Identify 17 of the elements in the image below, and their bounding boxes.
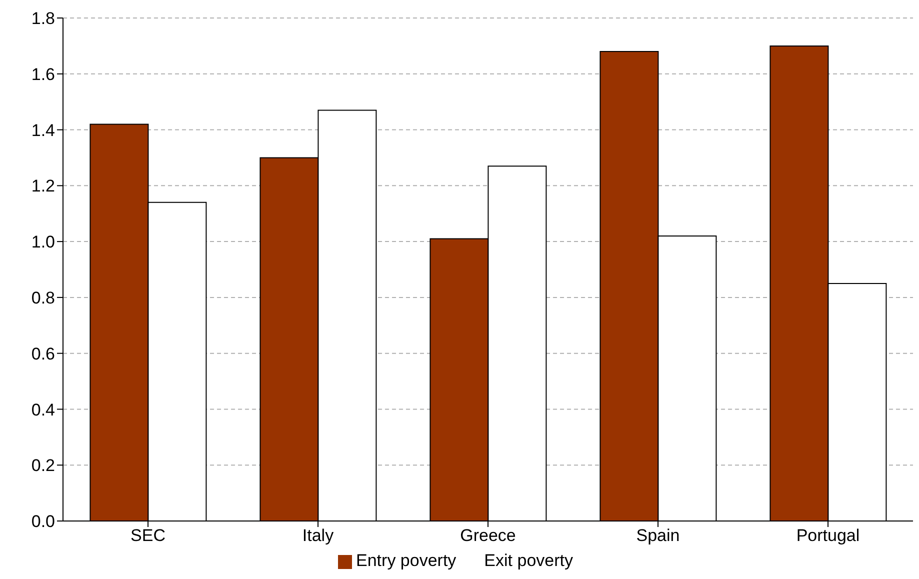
y-tick-label: 0.8 <box>31 288 55 308</box>
y-tick-label: 0.6 <box>31 344 55 364</box>
y-tick-label: 1.2 <box>31 176 55 196</box>
y-tick-label: 1.0 <box>31 232 55 252</box>
x-tick-label: Italy <box>302 526 334 546</box>
y-tick-label: 1.8 <box>31 9 55 28</box>
y-tick-label: 0.0 <box>31 512 55 532</box>
x-tick-label: Portugal <box>796 526 860 546</box>
y-tick-label: 1.6 <box>31 64 55 84</box>
y-tick-label: 0.4 <box>31 400 55 420</box>
x-tick-label: Greece <box>460 526 516 546</box>
y-tick-label: 1.4 <box>31 120 55 140</box>
x-tick-label: SEC <box>130 526 166 546</box>
y-tick-label: 0.2 <box>31 456 55 476</box>
series-label: Exit poverty <box>484 551 573 570</box>
x-tick-label: Spain <box>636 526 680 546</box>
legend-label: Entry poverty <box>356 551 456 570</box>
